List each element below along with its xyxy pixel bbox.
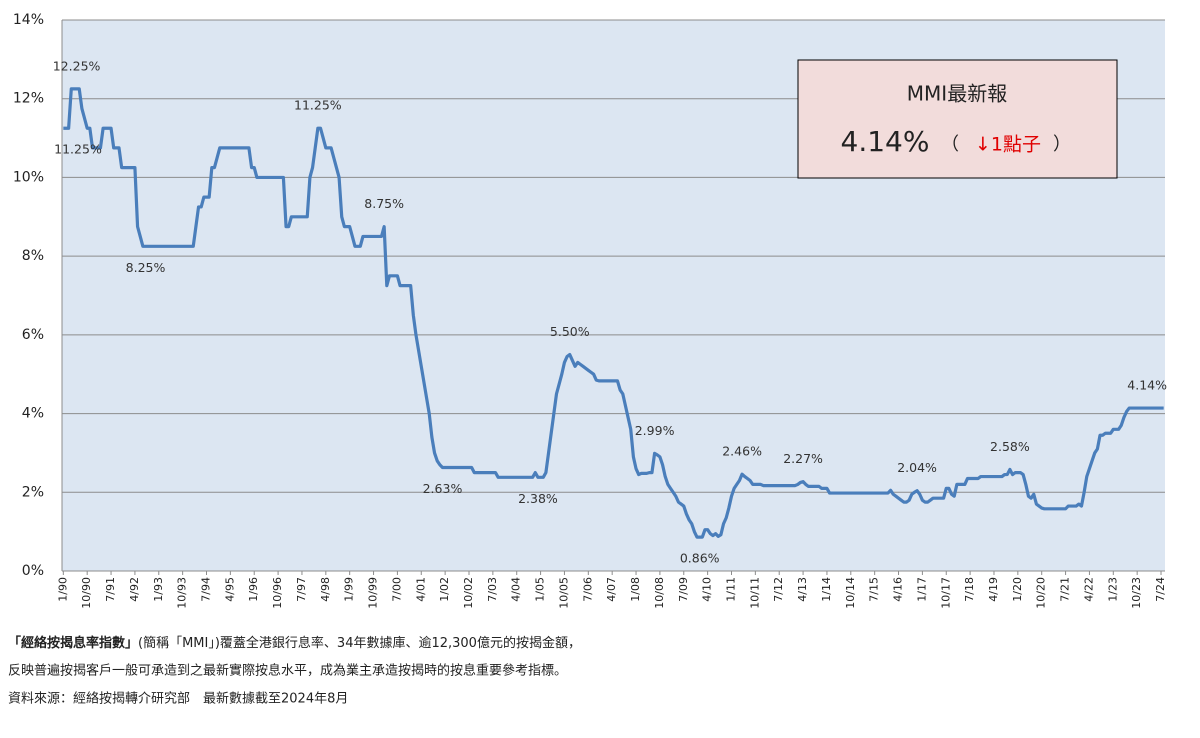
x-tick-label: 7/06 xyxy=(581,577,594,602)
x-tick-label: 1/23 xyxy=(1106,577,1119,602)
x-tick-label: 7/03 xyxy=(486,577,499,602)
x-tick-label: 7/12 xyxy=(772,577,785,602)
x-tick-label: 4/01 xyxy=(414,577,427,602)
value-label: 11.25% xyxy=(294,98,342,113)
value-label: 2.27% xyxy=(783,451,823,466)
callout-value: 4.14% xyxy=(841,125,930,158)
x-tick-label: 7/09 xyxy=(677,577,690,602)
x-tick-label: 1/05 xyxy=(534,577,547,602)
x-tick-label: 4/10 xyxy=(701,577,714,602)
x-tick-label: 4/22 xyxy=(1082,577,1095,602)
y-tick-label: 6% xyxy=(22,327,44,343)
callout-title: MMI最新報 xyxy=(907,82,1007,106)
y-tick-label: 12% xyxy=(13,91,44,107)
x-tick-label: 4/13 xyxy=(796,577,809,602)
x-tick-label: 7/15 xyxy=(868,577,881,602)
x-tick-label: 1/14 xyxy=(820,577,833,602)
y-tick-label: 2% xyxy=(22,484,44,500)
x-tick-label: 4/19 xyxy=(987,577,1000,602)
x-tick-label: 7/94 xyxy=(200,577,213,602)
x-tick-label: 10/90 xyxy=(80,577,93,609)
value-label: 2.46% xyxy=(722,444,762,459)
x-tick-label: 1/90 xyxy=(56,577,69,602)
x-tick-label: 1/17 xyxy=(915,577,928,602)
callout-box xyxy=(797,59,1118,179)
x-tick-label: 10/02 xyxy=(462,577,475,609)
value-label: 4.14% xyxy=(1127,378,1167,393)
value-label: 12.25% xyxy=(53,58,101,73)
callout-change: ↓1點子 xyxy=(975,134,1041,156)
value-label: 2.38% xyxy=(518,491,558,506)
value-label: 2.58% xyxy=(990,439,1030,454)
x-tick-label: 7/21 xyxy=(1059,577,1072,602)
x-tick-label: 10/93 xyxy=(176,577,189,609)
x-tick-label: 1/20 xyxy=(1011,577,1024,602)
x-tick-label: 10/08 xyxy=(653,577,666,609)
x-tick-label: 10/20 xyxy=(1035,577,1048,609)
y-tick-label: 8% xyxy=(22,248,44,264)
x-tick-label: 7/18 xyxy=(963,577,976,602)
x-tick-label: 10/96 xyxy=(271,577,284,609)
y-tick-label: 10% xyxy=(13,169,44,185)
footnote: 資料來源：經絡按揭轉介研究部 最新數據截至2024年8月 xyxy=(8,691,348,707)
x-tick-label: 10/99 xyxy=(367,577,380,609)
value-label: 11.25% xyxy=(54,142,102,157)
x-tick-label: 10/05 xyxy=(557,577,570,609)
y-tick-label: 0% xyxy=(22,563,44,579)
footnote-text: (簡稱「MMI」)覆蓋全港銀行息率、34年數據庫、逾12,300億元的按揭金額， xyxy=(138,635,581,651)
footnote: 「經絡按揭息率指數」(簡稱「MMI」)覆蓋全港銀行息率、34年數據庫、逾12,3… xyxy=(8,635,581,651)
footnote-bold: 「經絡按揭息率指數」 xyxy=(8,635,138,651)
x-tick-label: 7/24 xyxy=(1154,577,1167,602)
x-tick-label: 7/00 xyxy=(390,577,403,602)
value-label: 5.50% xyxy=(550,324,590,339)
data-line xyxy=(63,87,1164,539)
value-label: 2.63% xyxy=(423,481,463,496)
x-tick-label: 4/04 xyxy=(510,577,523,602)
x-tick-label: 1/08 xyxy=(629,577,642,602)
value-label: 8.75% xyxy=(364,196,404,211)
x-tick-label: 7/97 xyxy=(295,577,308,602)
x-tick-label: 1/02 xyxy=(438,577,451,602)
x-tick-label: 1/11 xyxy=(724,577,737,602)
x-tick-label: 10/14 xyxy=(844,577,857,609)
x-tick-label: 10/11 xyxy=(748,577,761,609)
x-tick-label: 1/93 xyxy=(152,577,165,602)
x-tick-label: 4/95 xyxy=(223,577,236,602)
x-tick-label: 1/96 xyxy=(247,577,260,602)
callout-paren: （ xyxy=(941,134,959,155)
value-label: 2.99% xyxy=(635,423,675,438)
value-label: 2.04% xyxy=(897,460,937,475)
x-tick-label: 10/23 xyxy=(1130,577,1143,609)
x-tick-label: 4/16 xyxy=(892,577,905,602)
x-tick-label: 4/92 xyxy=(128,577,141,602)
value-label: 8.25% xyxy=(126,260,166,275)
x-tick-label: 1/99 xyxy=(343,577,356,602)
x-tick-label: 4/07 xyxy=(605,577,618,602)
footnote: 反映普遍按揭客戶一般可承造到之最新實際按息水平，成為業主承造按揭時的按息重要參考… xyxy=(8,663,567,679)
x-tick-label: 10/17 xyxy=(939,577,952,609)
value-label: 0.86% xyxy=(680,551,720,566)
y-tick-label: 4% xyxy=(22,406,44,422)
callout-paren: ） xyxy=(1053,134,1071,155)
y-tick-label: 14% xyxy=(13,12,44,28)
x-tick-label: 4/98 xyxy=(319,577,332,602)
x-tick-label: 7/91 xyxy=(104,577,117,602)
